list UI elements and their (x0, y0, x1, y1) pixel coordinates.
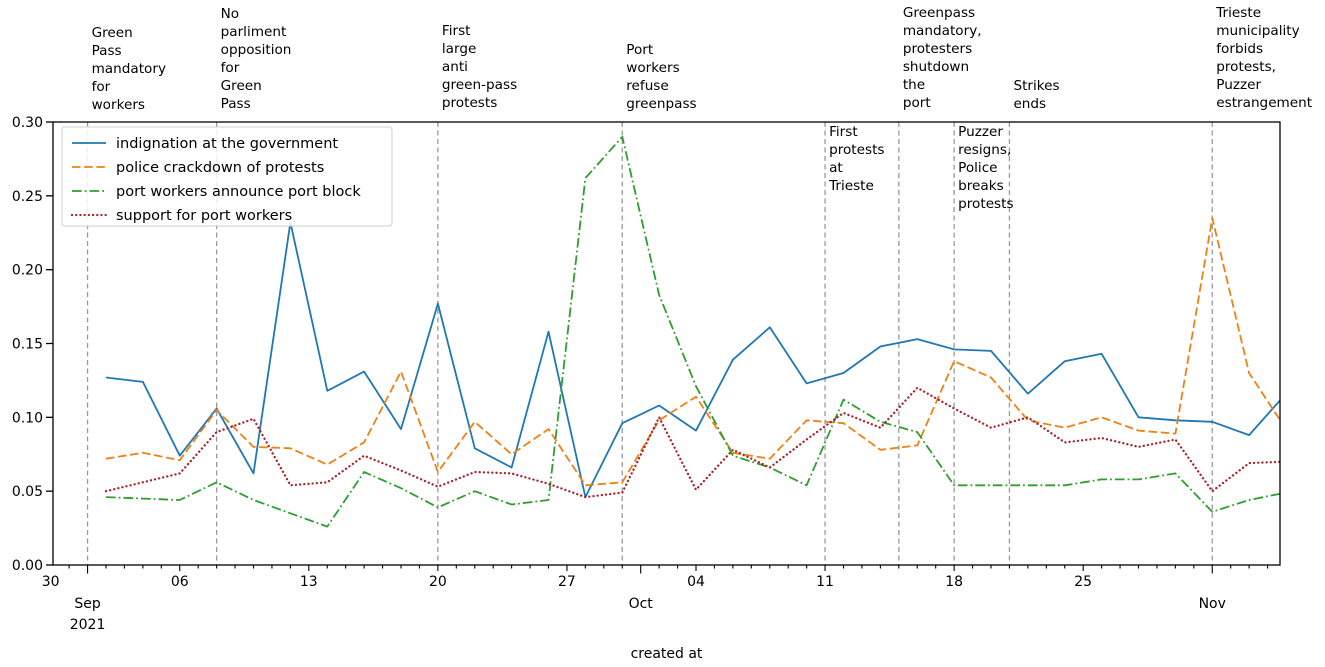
event-annotation-line: refuse (626, 78, 669, 94)
event-annotation-line: forbids (1216, 41, 1263, 57)
event-annotation-line: Greenpass (903, 5, 975, 21)
month-label: Nov (1199, 596, 1226, 612)
event-annotation-line: Trieste (828, 178, 874, 194)
event-annotation-line: anti (442, 59, 468, 75)
event-annotation-line: Police (958, 160, 997, 176)
event-annotation-line: greenpass (626, 96, 696, 112)
event-annotation-line: for (221, 60, 240, 76)
event-annotation-line: First (829, 124, 858, 140)
x-tick-label: 06 (171, 574, 189, 590)
event-annotation-line: Pass (221, 96, 251, 112)
event-annotation-line: protesters (903, 41, 972, 57)
event-annotation-line: at (829, 160, 843, 176)
x-tick-label: 18 (945, 574, 963, 590)
x-tick-label: 04 (687, 574, 705, 590)
series-lines (104, 135, 1280, 528)
event-annotation-line: workers (626, 60, 679, 76)
x-tick-label: 20 (429, 574, 447, 590)
legend-box (61, 126, 393, 227)
legend-label: support for port workers (116, 208, 292, 224)
series-solid (105, 221, 1280, 498)
legend-label: indignation at the government (116, 136, 338, 152)
legend: indignation at the government police crac… (61, 126, 393, 227)
event-annotation-line: workers (92, 97, 145, 113)
axes: 0.00 0.05 0.10 0.15 0.20 0.25 0.30 30 06 13 20 27 04… (12, 115, 1281, 633)
series-dashed (105, 217, 1280, 487)
y-tick-label: 0.05 (12, 484, 43, 500)
event-annotation-line: shutdown (903, 59, 969, 75)
x-tick-label: 30 (42, 574, 60, 590)
event-annotation-line: breaks (958, 178, 1004, 194)
year-label: 2021 (70, 617, 106, 633)
event-annotation-line: green-pass (442, 77, 517, 93)
event-annotation-line: Green (92, 25, 133, 41)
event-annotation-line: No (221, 6, 240, 22)
y-tick-label: 0.10 (12, 410, 43, 426)
legend-label: port workers announce port block (116, 184, 361, 200)
event-annotation-line: protests (442, 95, 497, 111)
month-label: Oct (629, 596, 654, 612)
y-tick-label: 0.15 (12, 337, 43, 353)
event-annotation-line: large (442, 41, 476, 57)
event-annotation-line: protests, (1216, 59, 1276, 75)
x-tick-label: 27 (558, 574, 576, 590)
event-annotation-line: mandatory (92, 61, 166, 77)
event-annotation-line: Pass (92, 43, 122, 59)
event-annotation-line: municipality (1216, 23, 1299, 39)
series-dotted (104, 386, 1280, 499)
x-tick-label: 25 (1074, 574, 1092, 590)
event-annotation-line: Green (221, 78, 262, 94)
x-tick-label: 13 (300, 574, 318, 590)
event-annotation-line: First (442, 23, 471, 39)
event-annotation-line: Puzzer (1216, 77, 1261, 93)
y-tick-label: 0.30 (12, 115, 43, 131)
event-annotation-line: Strikes (1013, 78, 1059, 94)
y-tick-label: 0.00 (12, 558, 43, 574)
event-annotation-line: the (903, 77, 925, 93)
event-annotation-line: Port (626, 42, 653, 58)
event-annotation-line: estrangement (1216, 95, 1312, 111)
event-annotations: Green Pass mandatory for workers No parliment o… (92, 5, 1313, 212)
event-annotation-line: opposition (221, 42, 292, 58)
event-annotation-line: protests (958, 196, 1013, 212)
event-annotation-line: parliment (221, 24, 287, 40)
event-annotation-line: for (92, 79, 111, 95)
series-dashdot (105, 135, 1280, 528)
event-annotation-line: protests (829, 142, 884, 158)
event-annotation-line: ends (1013, 96, 1046, 112)
x-tick-label: 11 (816, 574, 834, 590)
event-annotation-line: resigns, (958, 142, 1011, 158)
event-annotation-line: Puzzer (958, 124, 1003, 140)
y-tick-label: 0.25 (12, 189, 43, 205)
event-annotation-line: mandatory, (903, 23, 982, 39)
event-annotation-line: Trieste (1215, 5, 1261, 21)
legend-label: police crackdown of protests (116, 160, 324, 176)
x-axis-label: created at (630, 646, 703, 662)
event-annotation-line: port (903, 95, 931, 111)
y-tick-label: 0.20 (12, 263, 43, 279)
month-label: Sep (74, 596, 101, 612)
